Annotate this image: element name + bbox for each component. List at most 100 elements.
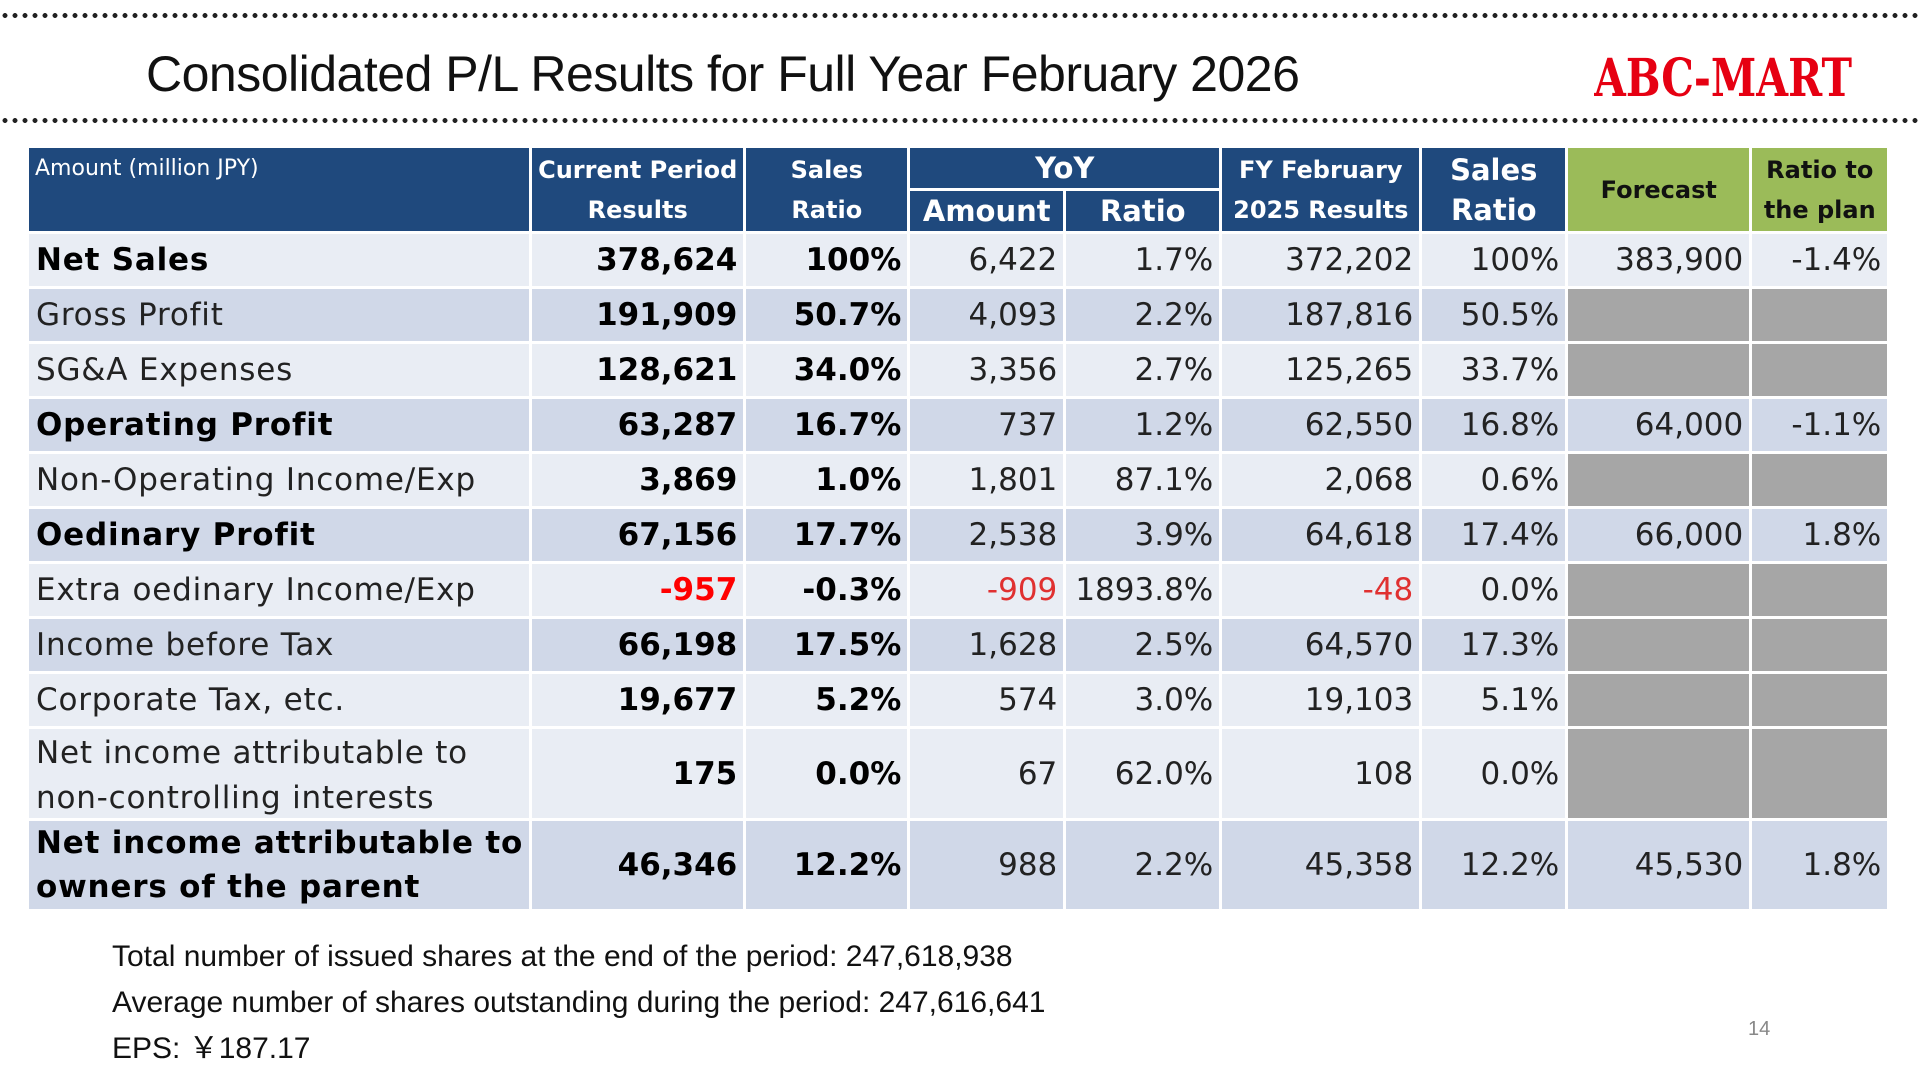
fy2025-value: 372,202 [1219,231,1423,289]
row-label: Gross Profit [25,286,533,344]
table-row-net-sales: Net Sales 378,624 100% 6,422 1.7% 372,20… [25,231,1891,289]
eps-note: EPS: ￥187.17 [112,1032,311,1065]
current-value: 191,909 [529,286,747,344]
fy-sales-ratio-header-l1: Sales [1450,152,1538,187]
share-notes: Total number of issued shares at the end… [112,934,1045,1072]
ratio-plan-empty-cell [1749,341,1891,399]
page-number: 14 [1748,1018,1771,1040]
top-dotted-rule [0,12,1920,19]
ratio-plan-empty-cell [1749,671,1891,729]
issued-shares-note: Total number of issued shares at the end… [112,940,1013,973]
header-row-2: Amount Ratio [28,188,1889,234]
ratio-plan-empty-cell [1749,726,1891,821]
fy2025-value: 187,816 [1219,286,1423,344]
fy-sales-ratio-value: 0.0% [1419,561,1569,619]
ratio-plan-empty-cell [1749,286,1891,344]
bottom-dotted-rule [0,117,1920,124]
ratio-to-plan-header-l1: Ratio to [1766,155,1874,184]
row-label-l1: Net income attributable to [36,825,524,861]
row-label-l2: non-controlling interests [36,780,435,816]
ratio-plan-empty-cell [1749,561,1891,619]
table-row-nci-net-income: Net income attributable to non-controlli… [25,726,1891,821]
fy2025-value: 125,265 [1219,341,1423,399]
current-value: 63,287 [529,396,747,454]
row-label: Corporate Tax, etc. [25,671,533,729]
sales-ratio-value: 12.2% [743,818,911,912]
sales-ratio-value: 50.7% [743,286,911,344]
sales-ratio-header: Sales Ratio [743,145,911,234]
row-label: Net income attributable to owners of the… [25,818,533,912]
row-label: SG&A Expenses [25,341,533,399]
yoy-ratio-header: Ratio [1063,188,1223,234]
yoy-amount-value: 67 [907,726,1067,821]
row-label: Net income attributable to non-controlli… [25,726,533,821]
svg-text:ABC-MART: ABC-MART [1594,48,1852,109]
current-value: 175 [529,726,747,821]
fy-sales-ratio-value: 0.6% [1419,451,1569,509]
current-value: 378,624 [529,231,747,289]
header-row-1: Amount (million JPY) Current Period Resu… [25,145,1891,234]
forecast-value: 383,900 [1565,231,1753,289]
table-row-corporate-tax: Corporate Tax, etc. 19,677 5.2% 574 3.0%… [25,671,1891,729]
sales-ratio-value: 17.5% [743,616,911,674]
sales-ratio-header-l2: Ratio [791,195,863,224]
sales-ratio-value: 17.7% [743,506,911,564]
table-row-income-before-tax: Income before Tax 66,198 17.5% 1,628 2.5… [25,616,1891,674]
yoy-amount-value: 4,093 [907,286,1067,344]
current-period-header: Current Period Results [529,145,747,234]
yoy-amount-value: 988 [907,818,1067,912]
table-row-extraordinary: Extra oedinary Income/Exp -957 -0.3% -90… [25,561,1891,619]
yoy-ratio-value: 2.5% [1063,616,1223,674]
current-value: -957 [529,561,747,619]
current-period-header-l2: Results [587,195,688,224]
yoy-amount-value: 6,422 [907,231,1067,289]
sales-ratio-value: 0.0% [743,726,911,821]
fy2025-value: 19,103 [1219,671,1423,729]
yoy-amount-value: 1,801 [907,451,1067,509]
forecast-empty-cell [1565,616,1753,674]
row-label: Extra oedinary Income/Exp [25,561,533,619]
sales-ratio-value: -0.3% [743,561,911,619]
average-shares-note: Average number of shares outstanding dur… [112,986,1046,1019]
yoy-ratio-value: 1.2% [1063,396,1223,454]
row-label: Operating Profit [25,396,533,454]
current-value: 67,156 [529,506,747,564]
current-value: 128,621 [529,341,747,399]
fy2025-header: FY February 2025 Results [1219,145,1423,234]
yoy-amount-value: -909 [907,561,1067,619]
yoy-ratio-value: 3.9% [1063,506,1223,564]
table-row-sga-expenses: SG&A Expenses 128,621 34.0% 3,356 2.7% 1… [25,341,1891,399]
ratio-plan-value: 1.8% [1749,818,1891,912]
fy-sales-ratio-value: 33.7% [1419,341,1569,399]
ratio-plan-empty-cell [1749,616,1891,674]
ratio-plan-value: 1.8% [1749,506,1891,564]
fy2025-header-l1: FY February [1238,155,1403,184]
sales-ratio-value: 100% [743,231,911,289]
pl-results-table: Amount (million JPY) Current Period Resu… [25,145,1891,912]
fy-sales-ratio-value: 100% [1419,231,1569,289]
sales-ratio-value: 5.2% [743,671,911,729]
ratio-to-plan-header-l2: the plan [1763,195,1876,224]
forecast-empty-cell [1565,726,1753,821]
fy2025-value: -48 [1219,561,1423,619]
current-value: 19,677 [529,671,747,729]
fy-sales-ratio-value: 12.2% [1419,818,1569,912]
forecast-empty-cell [1565,286,1753,344]
fy-sales-ratio-value: 50.5% [1419,286,1569,344]
yoy-amount-header: Amount [907,188,1067,234]
fy2025-value: 64,570 [1219,616,1423,674]
forecast-value: 64,000 [1565,396,1753,454]
fy-sales-ratio-value: 17.4% [1419,506,1569,564]
fy2025-value: 108 [1219,726,1423,821]
forecast-empty-cell [1565,451,1753,509]
yoy-ratio-value: 3.0% [1063,671,1223,729]
sales-ratio-header-l1: Sales [790,155,863,184]
fy-sales-ratio-header-l2: Ratio [1450,192,1537,227]
forecast-value: 66,000 [1565,506,1753,564]
row-label-l1: Net income attributable to [36,735,468,771]
current-value: 66,198 [529,616,747,674]
row-label: Oedinary Profit [25,506,533,564]
ratio-plan-empty-cell [1749,451,1891,509]
fy-sales-ratio-value: 5.1% [1419,671,1569,729]
yoy-header: YoY [907,145,1223,191]
